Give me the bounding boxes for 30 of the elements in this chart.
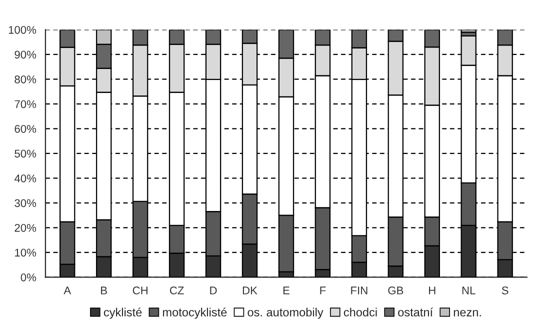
x-tick-label: S bbox=[502, 286, 508, 294]
y-tick-label: 50% bbox=[14, 150, 36, 158]
y-tick-label: 60% bbox=[14, 124, 36, 133]
y-tick-label: 0% bbox=[20, 273, 36, 282]
legend-label: chodci bbox=[344, 308, 377, 316]
y-tick-label: 40% bbox=[14, 174, 36, 182]
x-tick-label: FIN bbox=[351, 286, 368, 294]
x-tick-label: D bbox=[210, 286, 217, 294]
y-tick-label: 10% bbox=[15, 248, 36, 257]
y-tick-label: 100% bbox=[8, 26, 36, 34]
y-tick-label: 80% bbox=[14, 75, 36, 84]
y-tick-label: 30% bbox=[14, 199, 36, 208]
x-tick-label: NL bbox=[462, 286, 476, 294]
x-tick-label: F bbox=[320, 286, 326, 294]
x-tick-label: H bbox=[429, 286, 436, 294]
legend-label: cyklisté bbox=[104, 308, 142, 319]
legend-label: os. automobily bbox=[248, 308, 324, 319]
y-tick-label: 70% bbox=[14, 100, 36, 108]
legend-label: nezn. bbox=[454, 310, 481, 316]
x-tick-label: CH bbox=[132, 286, 148, 294]
x-tick-label: A bbox=[64, 286, 72, 294]
x-tick-label: B bbox=[101, 286, 107, 294]
y-tick-label: 20% bbox=[14, 224, 36, 232]
x-tick-label: E bbox=[283, 286, 290, 294]
legend-label: ostatní bbox=[398, 308, 433, 316]
y-tick-label: 90% bbox=[14, 50, 36, 59]
legend-label: motocyklisté bbox=[163, 308, 227, 319]
x-tick-label: CZ bbox=[170, 286, 184, 294]
x-tick-label: DK bbox=[242, 286, 258, 294]
x-tick-label: GB bbox=[388, 286, 404, 294]
